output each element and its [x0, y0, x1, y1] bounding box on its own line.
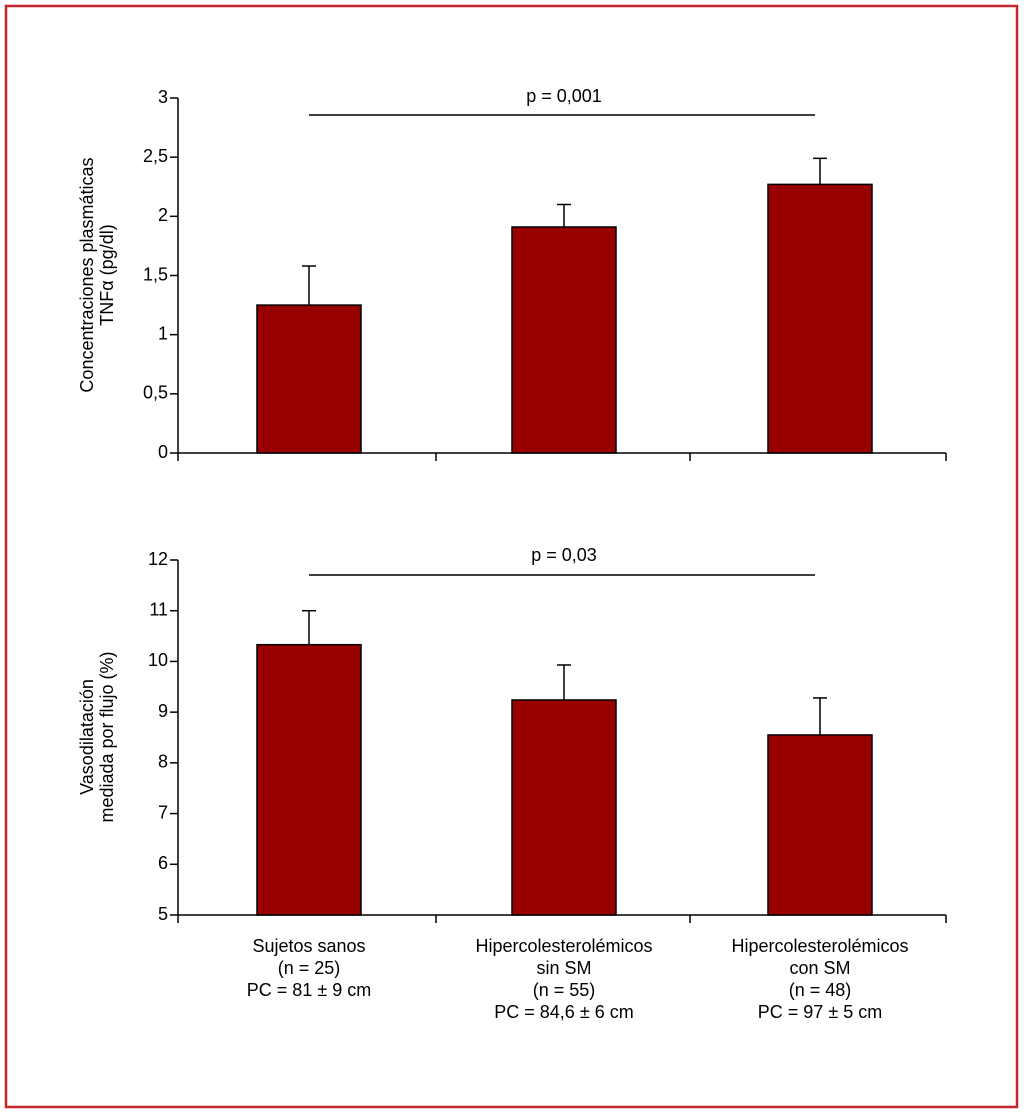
y-tick-label: 12 [148, 549, 168, 569]
x-tick-label: PC = 81 ± 9 cm [247, 980, 371, 1000]
y-tick-label: 11 [149, 599, 168, 619]
y-tick-label: 8 [158, 752, 168, 772]
bar [511, 699, 617, 916]
y-tick-label: 0,5 [143, 383, 168, 403]
y-tick-label: 1 [158, 323, 168, 343]
y-tick-label: 10 [148, 650, 168, 670]
y-tick-label: 5 [158, 904, 168, 924]
y-tick-label: 7 [158, 802, 168, 822]
x-tick-label: Hipercolesterolémicos [731, 936, 908, 956]
annotation: p = 0,001 [526, 86, 602, 106]
y-tick-label: 2,5 [143, 146, 168, 166]
x-tick-label: (n = 25) [278, 958, 341, 978]
y-tick-label: 6 [158, 853, 168, 873]
x-tick-label: sin SM [536, 958, 591, 978]
y-axis-label: mediada por flujo (%) [97, 651, 117, 822]
x-tick-label: PC = 84,6 ± 6 cm [494, 1002, 633, 1022]
y-axis-label: Concentraciones plasmáticas [77, 157, 97, 392]
bar [511, 226, 617, 454]
y-tick-label: 0 [158, 442, 168, 462]
y-tick-label: 3 [158, 87, 168, 107]
y-axis-label: TNFα (pg/dl) [97, 224, 117, 325]
x-tick-label: Sujetos sanos [252, 936, 365, 956]
x-tick-label: Hipercolesterolémicos [475, 936, 652, 956]
x-tick-label: con SM [789, 958, 850, 978]
x-tick-label: PC = 97 ± 5 cm [758, 1002, 882, 1022]
bar [767, 734, 873, 916]
y-axis-label: Vasodilatación [77, 679, 97, 795]
y-tick-label: 9 [158, 701, 168, 721]
x-tick-label: (n = 55) [533, 980, 596, 1000]
bar [767, 183, 873, 454]
bar [256, 304, 362, 454]
bar [256, 643, 362, 916]
frame [4, 4, 1019, 1109]
y-tick-label: 2 [158, 205, 168, 225]
x-tick-label: (n = 48) [789, 980, 852, 1000]
annotation: p = 0,03 [531, 545, 597, 565]
y-tick-label: 1,5 [143, 264, 168, 284]
